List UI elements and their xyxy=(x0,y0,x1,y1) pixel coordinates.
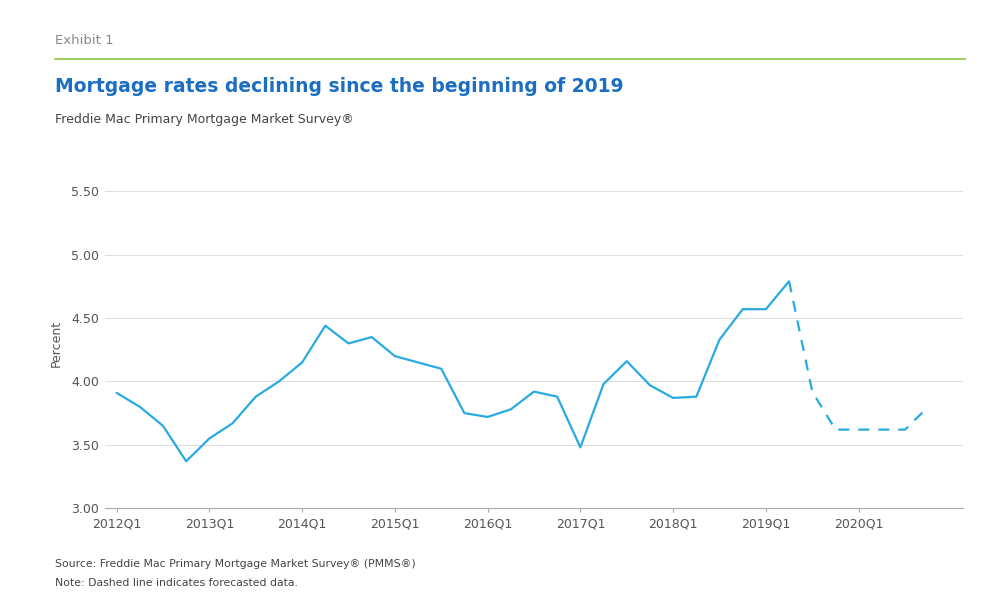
Text: Note: Dashed line indicates forecasted data.: Note: Dashed line indicates forecasted d… xyxy=(55,578,298,588)
Y-axis label: Percent: Percent xyxy=(50,320,63,367)
Text: Exhibit 1: Exhibit 1 xyxy=(55,34,114,47)
Text: Source: Freddie Mac Primary Mortgage Market Survey® (PMMS®): Source: Freddie Mac Primary Mortgage Mar… xyxy=(55,559,416,569)
Text: Mortgage rates declining since the beginning of 2019: Mortgage rates declining since the begin… xyxy=(55,77,624,96)
Text: Freddie Mac Primary Mortgage Market Survey®: Freddie Mac Primary Mortgage Market Surv… xyxy=(55,113,354,126)
